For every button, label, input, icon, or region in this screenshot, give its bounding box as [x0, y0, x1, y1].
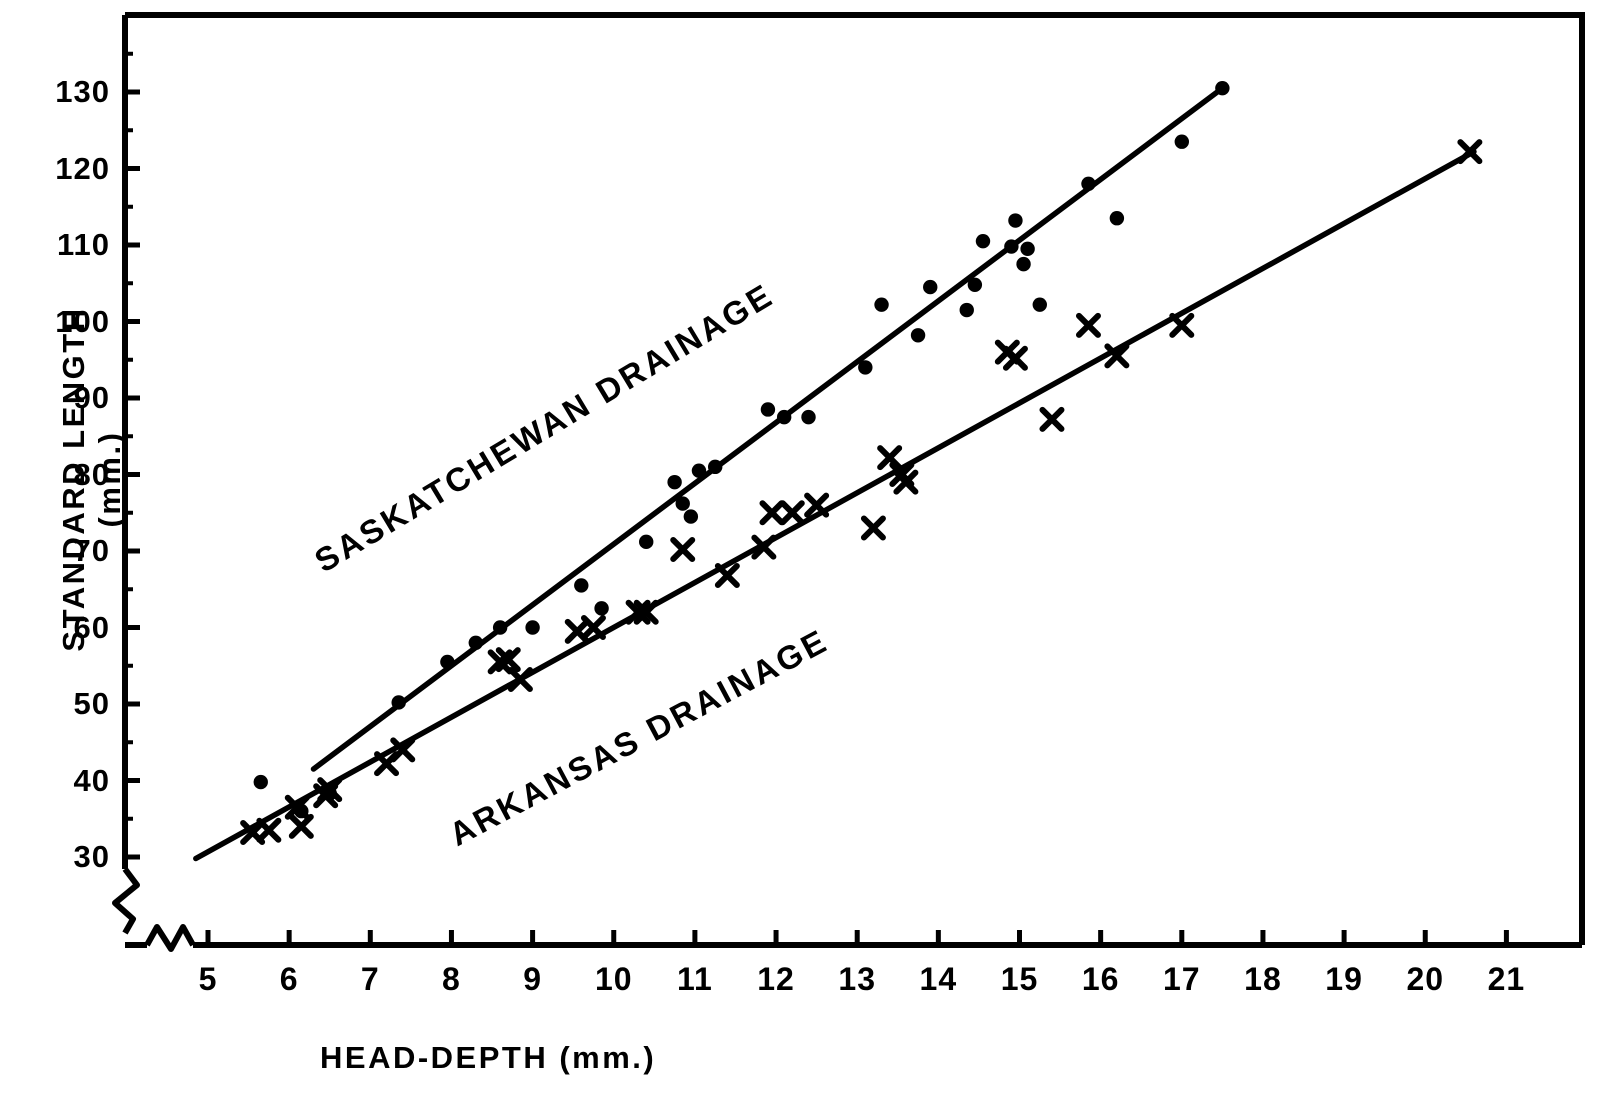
- data-point-arkansas: [804, 492, 830, 518]
- data-point-saskatchewan: [574, 578, 589, 593]
- data-point-arkansas: [495, 647, 521, 673]
- data-point-arkansas: [625, 599, 651, 625]
- x-axis-tick-label: 6: [279, 961, 299, 997]
- data-point-arkansas: [1039, 406, 1065, 432]
- x-axis-tick-label: 19: [1325, 961, 1363, 997]
- data-point-arkansas: [1169, 312, 1195, 338]
- data-point-arkansas: [1075, 312, 1101, 338]
- x-axis-tick-label: 12: [757, 961, 795, 997]
- data-point-arkansas: [779, 500, 805, 526]
- y-axis-tick-label: 110: [56, 227, 110, 262]
- data-point-saskatchewan: [468, 635, 483, 650]
- data-point-arkansas: [714, 562, 740, 588]
- x-axis-tick-label: 14: [919, 961, 958, 997]
- data-point-arkansas: [317, 777, 343, 803]
- y-axis-tick-label: 60: [73, 609, 110, 645]
- data-point-saskatchewan: [1215, 80, 1230, 96]
- data-point-arkansas: [1104, 343, 1130, 369]
- data-point-arkansas: [284, 794, 310, 820]
- data-point-arkansas: [1002, 345, 1028, 371]
- y-axis-break-symbol: [112, 867, 140, 935]
- x-axis-tick-label: 17: [1163, 961, 1201, 997]
- x-axis-tick-label: 10: [594, 961, 633, 997]
- x-axis-title: HEAD-DEPTH (mm.): [320, 1040, 657, 1075]
- data-point-saskatchewan: [975, 233, 991, 249]
- data-point-arkansas: [877, 445, 903, 471]
- x-axis-tick-label: 20: [1406, 961, 1445, 997]
- y-axis-tick-label: 30: [73, 839, 110, 874]
- data-point-saskatchewan: [1004, 239, 1019, 254]
- data-point-saskatchewan: [1081, 176, 1096, 191]
- y-axis-tick-label: 80: [73, 456, 110, 492]
- y-axis-tick-label: 90: [73, 380, 110, 415]
- x-axis-tick-label: 13: [838, 961, 876, 997]
- data-point-saskatchewan: [959, 302, 974, 318]
- x-axis-tick-label: 15: [1000, 961, 1039, 997]
- data-point-arkansas: [288, 813, 314, 839]
- data-point-saskatchewan: [253, 774, 268, 790]
- x-axis-tick-label: 7: [360, 961, 380, 997]
- y-axis-tick-label: 50: [73, 686, 110, 721]
- plot-frame: [125, 12, 1585, 945]
- data-point-saskatchewan: [1174, 134, 1190, 149]
- x-axis-tick-label: 8: [442, 961, 461, 997]
- data-point-saskatchewan: [639, 534, 654, 550]
- data-point-saskatchewan: [1020, 241, 1035, 257]
- data-point-saskatchewan: [667, 474, 682, 490]
- data-point-saskatchewan: [1016, 256, 1031, 272]
- data-point-arkansas: [1457, 139, 1483, 165]
- y-axis-tick-label: 130: [55, 74, 110, 109]
- data-point-saskatchewan: [801, 409, 816, 425]
- x-axis-tick-label: 21: [1487, 961, 1526, 997]
- y-axis-tick-label: 100: [55, 303, 110, 339]
- data-point-saskatchewan: [1008, 213, 1023, 228]
- y-axis-tick-label: 40: [73, 762, 110, 798]
- data-point-saskatchewan: [910, 328, 926, 343]
- data-point-arkansas: [759, 500, 785, 526]
- data-point-saskatchewan: [525, 620, 540, 635]
- data-point-saskatchewan: [776, 409, 792, 425]
- data-point-saskatchewan: [675, 496, 690, 511]
- data-point-arkansas: [256, 817, 282, 843]
- data-point-saskatchewan: [391, 695, 406, 710]
- x-axis-tick-label: 18: [1244, 961, 1282, 997]
- data-point-saskatchewan: [967, 277, 983, 292]
- data-point-arkansas: [893, 469, 919, 495]
- x-axis-tick-label: 11: [676, 961, 713, 997]
- data-point-saskatchewan: [1032, 297, 1047, 312]
- data-point-saskatchewan: [492, 620, 508, 635]
- data-point-arkansas: [633, 599, 659, 625]
- data-point-arkansas: [860, 515, 886, 541]
- y-axis-tick-label: 70: [73, 533, 110, 568]
- data-point-arkansas: [751, 534, 777, 560]
- data-point-saskatchewan: [683, 509, 699, 524]
- data-point-saskatchewan: [1109, 211, 1125, 226]
- regression-line-saskatchewan: [310, 85, 1226, 772]
- data-point-arkansas: [670, 536, 696, 562]
- data-point-saskatchewan: [858, 360, 873, 375]
- data-point-arkansas: [580, 615, 606, 640]
- data-point-arkansas: [390, 737, 416, 763]
- x-axis-break-symbol: [144, 924, 196, 952]
- data-point-saskatchewan: [707, 459, 723, 475]
- x-axis-tick-label: 5: [198, 961, 218, 997]
- data-point-arkansas: [507, 667, 533, 693]
- x-axis-tick-label: 16: [1081, 961, 1120, 997]
- data-point-saskatchewan: [440, 654, 455, 670]
- x-axis-tick-label: 9: [523, 961, 542, 997]
- data-point-saskatchewan: [594, 601, 609, 616]
- data-point-saskatchewan: [691, 463, 707, 478]
- data-point-saskatchewan: [874, 297, 889, 312]
- data-point-saskatchewan: [760, 402, 776, 417]
- y-axis-tick-label: 120: [55, 150, 110, 186]
- data-point-saskatchewan: [923, 279, 938, 295]
